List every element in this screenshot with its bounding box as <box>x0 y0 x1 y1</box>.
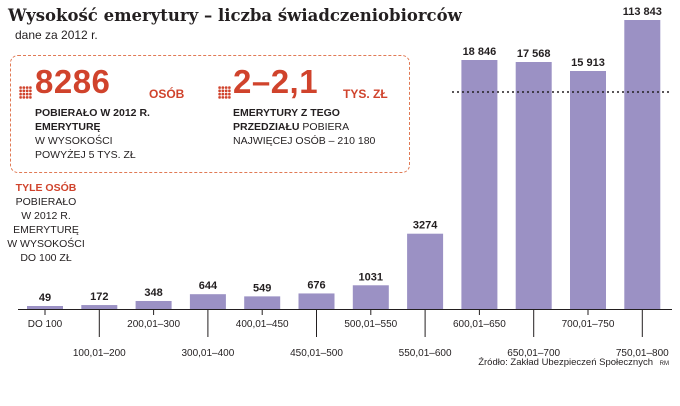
chart-bar <box>352 285 389 309</box>
chart-bar <box>407 233 444 309</box>
bar-value-label: 15 913 <box>571 57 605 69</box>
x-tick-label: 650,01–700 <box>507 348 560 359</box>
bar-value-label: 172 <box>90 291 108 303</box>
x-tick-label: 700,01–750 <box>562 319 615 330</box>
x-tick-label: 300,01–400 <box>181 348 234 359</box>
low-pension-note: TYLE OSÓB POBIERAŁO W 2012 R. EMERYTURĘ … <box>4 181 88 265</box>
note-line: POBIERAŁO <box>15 196 77 208</box>
x-tick-label: 450,01–500 <box>290 348 343 359</box>
info-left-line1: POBIERAŁO W 2012 R. <box>35 107 150 119</box>
info-right-line2-bold: PRZEDZIAŁU <box>233 121 300 133</box>
chart-bar <box>27 306 63 309</box>
x-tick-label: 100,01–200 <box>73 348 126 359</box>
bar-value-label: 644 <box>199 280 218 292</box>
x-tick-label: DO 100 <box>28 319 63 330</box>
chart-bar <box>298 293 335 309</box>
note-line: EMERYTURĘ <box>13 224 79 236</box>
bar-value-label: 549 <box>253 282 271 294</box>
x-tick-label: 200,01–300 <box>127 319 180 330</box>
info-box: 8286 OSÓB POBIERAŁO W 2012 R. EMERYTURĘ … <box>10 55 410 173</box>
chart-bar <box>81 305 118 309</box>
bar-value-label: 17 568 <box>517 48 551 60</box>
info-left-line2: EMERYTURĘ <box>35 121 101 133</box>
info-right-line3: NAJWIĘCEJ OSÓB – 210 180 <box>233 135 376 147</box>
info-right-line2-rest: POBIERA <box>299 121 350 133</box>
bar-value-label: 1031 <box>359 271 383 283</box>
bar-value-label: 676 <box>307 279 325 291</box>
dot-pattern-icon <box>19 86 32 99</box>
bar-value-label: 3274 <box>413 220 438 232</box>
x-tick-label: 750,01–800 <box>616 348 669 359</box>
info-right-unit: TYS. ZŁ <box>343 87 388 101</box>
chart-bar <box>624 20 661 309</box>
info-right-line1: EMERYTURY Z TEGO <box>233 107 340 119</box>
source-note: Źródło: Zakład Ubezpieczeń Społecznych <box>478 357 653 368</box>
bar-value-label: 18 846 <box>463 46 497 58</box>
note-highlight: TYLE OSÓB <box>15 182 77 194</box>
bar-value-label: 113 843 <box>623 6 662 18</box>
note-line: DO 100 ZŁ <box>20 252 72 264</box>
info-right-number: 2–2,1 <box>233 63 319 100</box>
chart-bar <box>244 296 281 309</box>
note-line: W 2012 R. <box>21 210 71 222</box>
chart-bar <box>570 71 606 309</box>
info-right-text: EMERYTURY Z TEGO PRZEDZIAŁU POBIERA NAJW… <box>233 106 375 148</box>
chart-bar <box>135 300 172 309</box>
info-left-unit: OSÓB <box>149 87 185 101</box>
info-left-text: POBIERAŁO W 2012 R. EMERYTURĘ W WYSOKOŚC… <box>35 106 150 162</box>
chart-subtitle: dane za 2012 r. <box>15 28 98 42</box>
author-credit: RM <box>659 361 669 367</box>
bar-value-label: 49 <box>39 292 51 304</box>
chart-bar <box>461 60 498 309</box>
chart-bar <box>515 62 552 309</box>
chart-bar <box>189 294 226 309</box>
info-left-line4: POWYŻEJ 5 TYS. ZŁ <box>35 149 136 161</box>
chart-title: Wysokość emerytury – liczba świadczeniob… <box>8 6 462 25</box>
note-line: W WYSOKOŚCI <box>7 238 85 250</box>
info-left-number: 8286 <box>35 63 111 100</box>
x-tick-label: 400,01–450 <box>236 319 289 330</box>
x-tick-label: 550,01–600 <box>399 348 452 359</box>
bar-value-label: 348 <box>144 287 162 299</box>
dot-pattern-icon <box>218 86 231 99</box>
info-left-line3: W WYSOKOŚCI <box>35 135 113 147</box>
x-tick-label: 500,01–550 <box>344 319 397 330</box>
x-tick-label: 600,01–650 <box>453 319 506 330</box>
